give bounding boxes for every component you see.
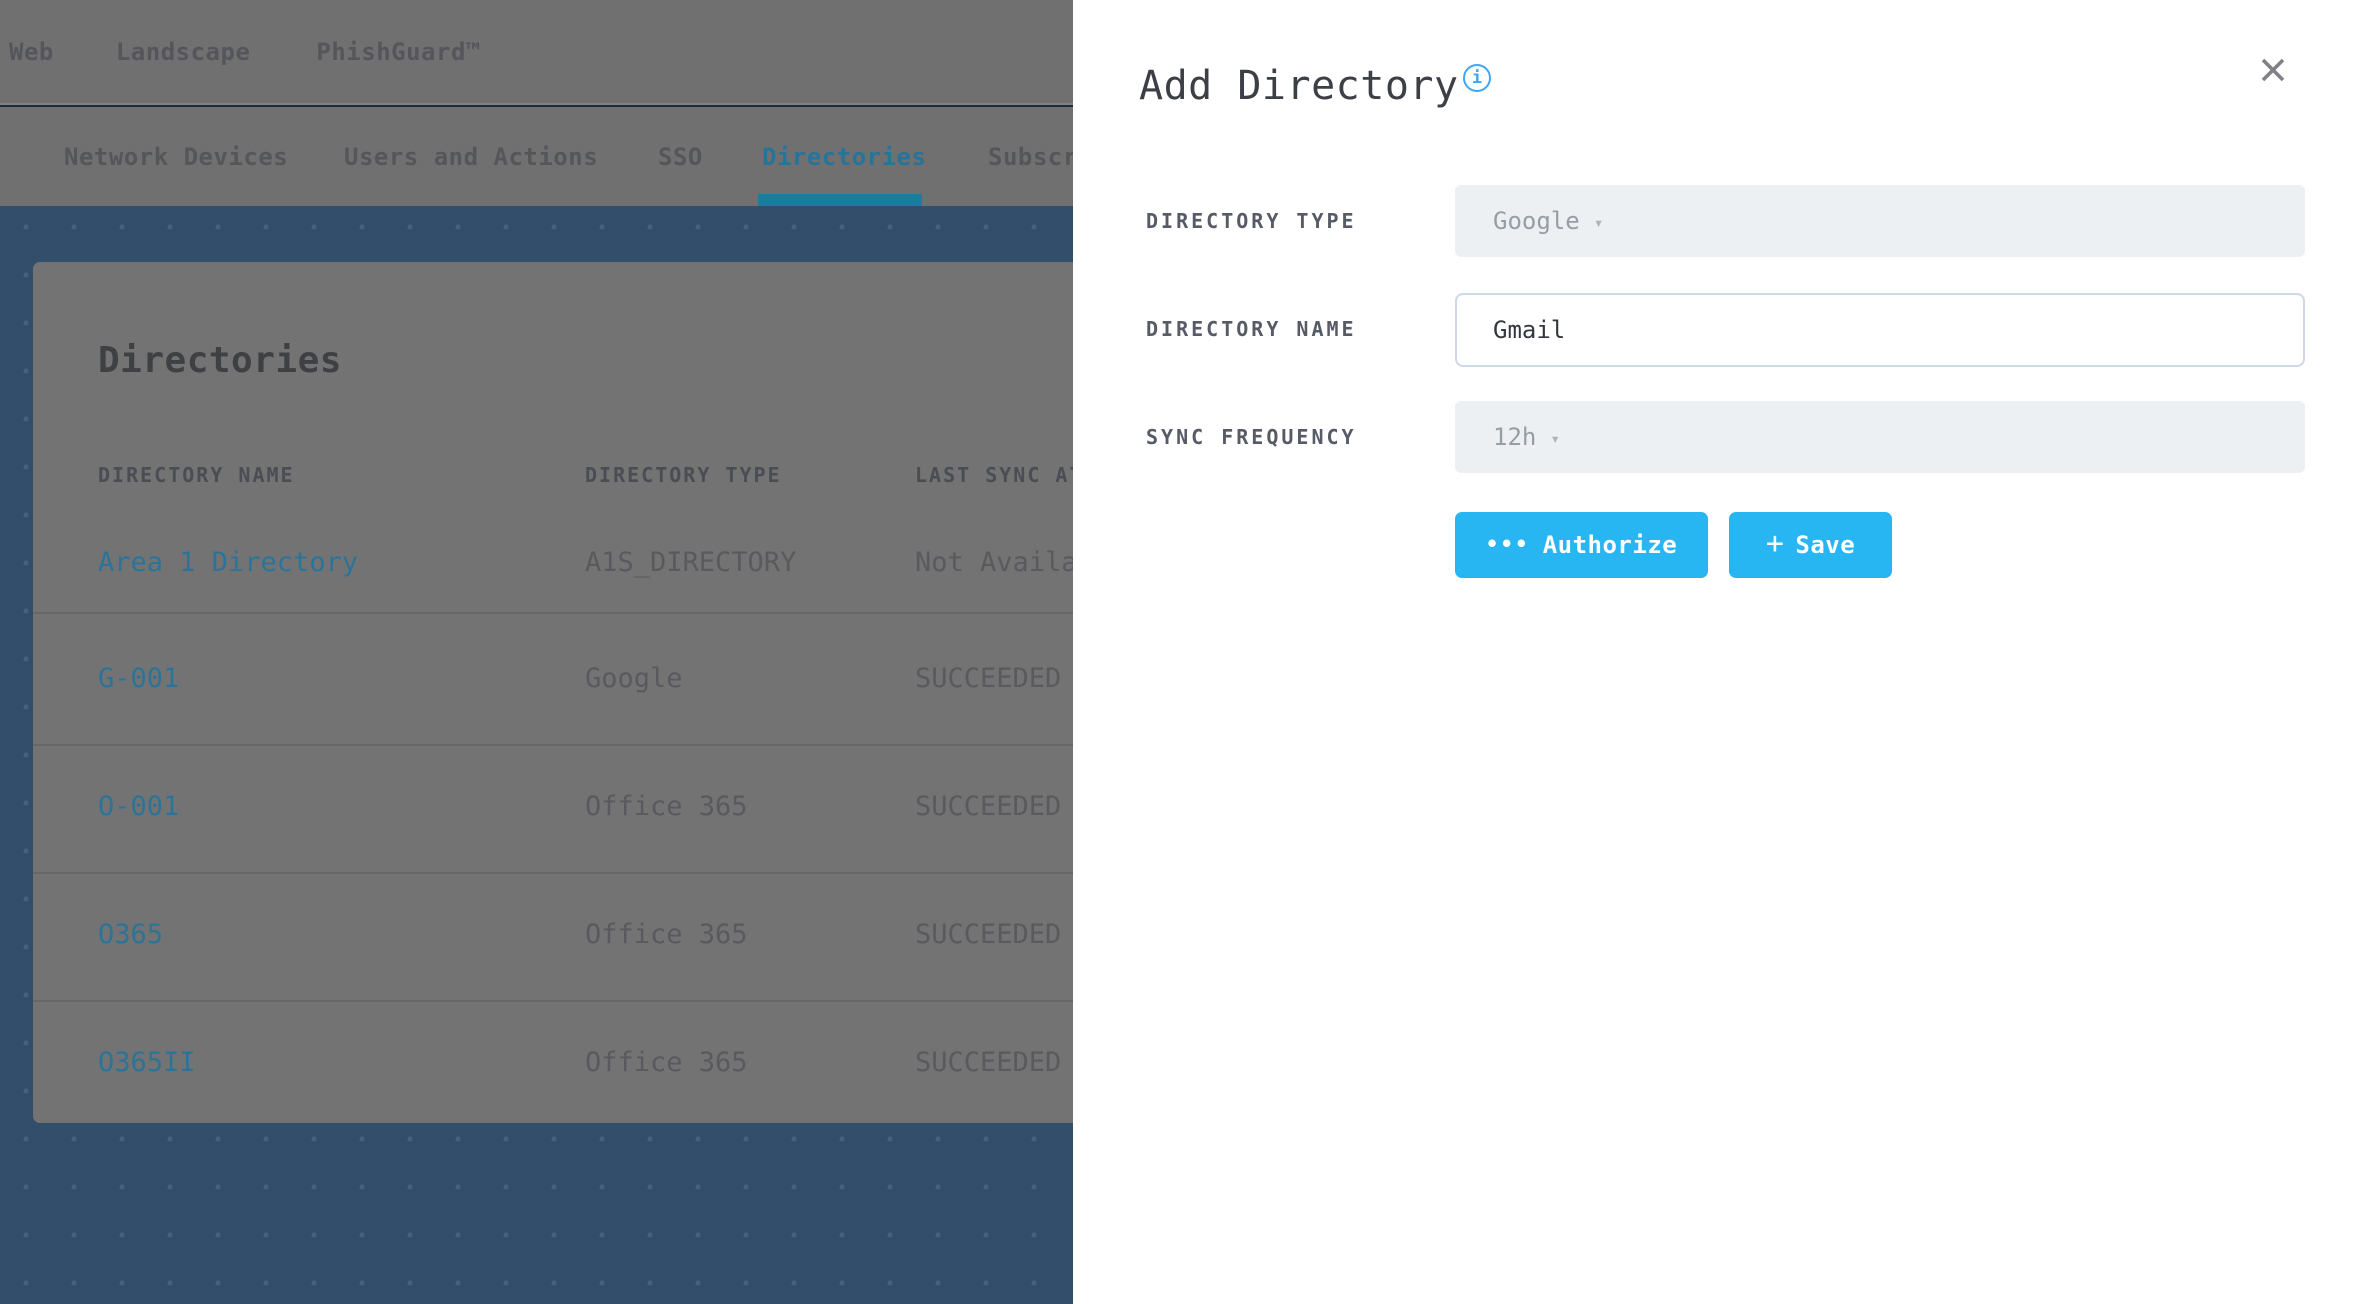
ellipsis-icon: ••• [1485, 532, 1530, 556]
directory-link[interactable]: O-001 [98, 791, 180, 822]
tab-directories[interactable]: Directories [757, 107, 926, 206]
directory-name-field-wrap [1455, 293, 2305, 367]
table-row: O-001 Office 365 SUCCEEDED [33, 789, 2323, 825]
directory-link[interactable]: G-001 [98, 663, 180, 694]
directory-type-cell: Office 365 [585, 919, 748, 950]
directory-name-input[interactable] [1455, 293, 2305, 367]
tab-users-and-actions[interactable]: Users and Actions [344, 142, 599, 171]
column-header-last-sync: LAST SYNC AT [915, 463, 1084, 487]
plus-icon: + [1765, 525, 1785, 561]
table-row: G-001 Google SUCCEEDED [33, 661, 2323, 697]
tab-sso[interactable]: SSO [658, 142, 703, 171]
authorize-button[interactable]: ••• Authorize [1455, 512, 1708, 578]
info-icon[interactable]: i [1463, 64, 1491, 92]
save-button-label: Save [1795, 531, 1856, 559]
directory-type-value: Google [1493, 207, 1580, 235]
nav-item-phishguard[interactable]: PhishGuard™ [316, 37, 481, 66]
column-header-directory-type: DIRECTORY TYPE [585, 463, 782, 487]
directory-name-label: DIRECTORY NAME [1146, 317, 1357, 341]
close-x-glyph [2261, 58, 2285, 82]
last-sync-cell: SUCCEEDED [915, 919, 1062, 950]
chevron-down-icon: ▾ [1550, 428, 1560, 448]
chevron-down-icon: ▾ [1593, 212, 1604, 232]
directory-link[interactable]: O365II [98, 1047, 196, 1078]
directory-type-select[interactable]: Google ▾ [1455, 185, 2305, 257]
sync-frequency-label: SYNC FREQUENCY [1146, 425, 1357, 449]
directory-type-cell: Office 365 [585, 1047, 748, 1078]
directory-type-cell: Google [585, 663, 683, 694]
sync-frequency-select[interactable]: 12h ▾ [1455, 401, 2305, 473]
table-row: O365 Office 365 SUCCEEDED [33, 917, 2323, 953]
column-header-directory-name: DIRECTORY NAME [98, 463, 295, 487]
close-icon[interactable] [2253, 50, 2293, 90]
directory-type-cell: A1S_DIRECTORY [585, 547, 797, 578]
last-sync-cell: SUCCEEDED [915, 663, 1062, 694]
nav-item-web[interactable]: Web [9, 37, 54, 66]
sync-frequency-value: 12h [1493, 423, 1537, 451]
save-button[interactable]: + Save [1729, 512, 1892, 578]
directory-link[interactable]: O365 [98, 919, 164, 950]
directory-type-label: DIRECTORY TYPE [1146, 209, 1357, 233]
last-sync-cell: SUCCEEDED [915, 791, 1062, 822]
nav-item-landscape[interactable]: Landscape [115, 37, 251, 66]
add-directory-panel: Add Directory i DIRECTORY TYPE Google ▾ … [1073, 0, 2356, 1304]
directory-type-cell: Office 365 [585, 791, 748, 822]
directory-link[interactable]: Area 1 Directory [98, 547, 359, 578]
authorize-button-label: Authorize [1542, 531, 1678, 559]
tab-network-devices[interactable]: Network Devices [64, 142, 289, 171]
last-sync-cell: SUCCEEDED [915, 1047, 1062, 1078]
table-row: O365II Office 365 SUCCEEDED [33, 1045, 2323, 1081]
panel-title: Add Directory [1139, 63, 1459, 109]
page-title: Directories [98, 340, 342, 381]
